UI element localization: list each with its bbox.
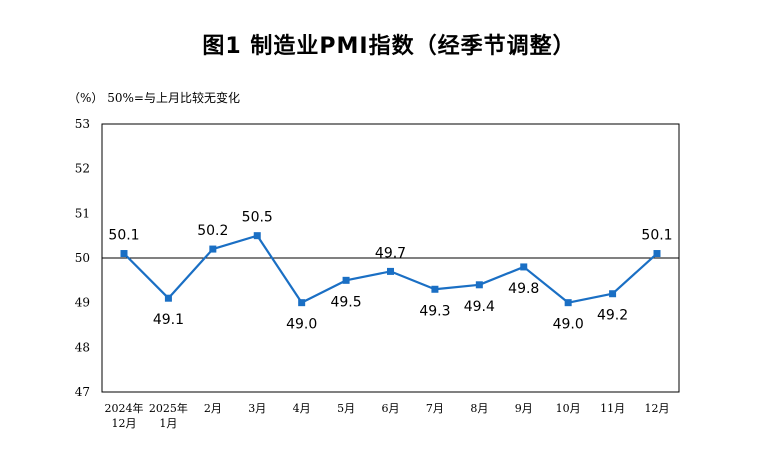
x-tick-label: 3月 [248,402,266,415]
data-label: 49.0 [553,317,584,333]
data-point [253,232,261,240]
y-tick-label: 53 [75,117,90,131]
x-tick-label: 2025年 1月 [149,401,188,430]
x-tick-label: 8月 [470,402,488,415]
data-point [609,290,617,298]
x-tick-label: 6月 [382,402,400,415]
unit-note: （%） 50%=与上月比较无变化 [68,91,240,105]
data-point [564,299,572,307]
data-point [653,250,661,258]
data-point [475,281,483,289]
data-label: 49.5 [330,294,361,310]
x-tick-label: 4月 [293,402,311,415]
x-tick-label: 12月 [645,402,670,415]
data-label: 49.1 [153,312,184,328]
x-tick-label: 7月 [426,402,444,415]
y-tick-label: 52 [75,162,90,176]
data-label: 49.0 [286,317,317,333]
data-label: 50.1 [641,228,672,244]
data-point [387,267,394,275]
data-label: 49.2 [597,308,628,324]
data-label: 49.7 [375,245,406,261]
x-tick-label: 9月 [515,402,533,415]
data-point [298,299,306,307]
y-tick-label: 47 [75,385,90,399]
data-label: 49.3 [419,303,450,319]
data-point [342,276,350,284]
data-point [164,294,172,302]
data-label: 50.2 [197,223,228,239]
y-tick-label: 48 [75,340,90,354]
y-tick-label: 49 [75,296,90,310]
y-tick-label: 50 [75,251,90,265]
y-tick-label: 51 [75,206,90,220]
x-tick-label: 11月 [600,402,625,415]
data-point [120,250,128,258]
data-point [431,285,439,293]
x-tick-label: 2024年 12月 [105,401,144,430]
data-point [209,245,217,253]
x-tick-label: 10月 [556,402,581,415]
data-label: 49.8 [508,281,539,297]
data-label: 49.4 [464,299,495,315]
data-point [520,263,528,271]
x-tick-label: 2月 [204,402,222,415]
data-label: 50.1 [108,228,139,244]
x-tick-label: 5月 [337,402,355,415]
data-label: 50.5 [242,210,273,226]
chart-title: 图1 制造业PMI指数（经季节调整） [202,34,576,59]
